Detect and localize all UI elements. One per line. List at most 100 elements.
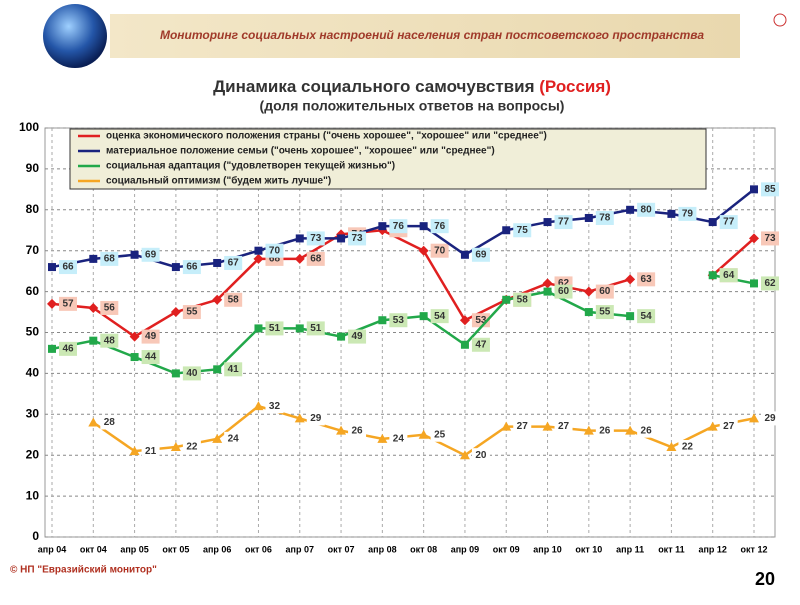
label-bg <box>100 415 119 430</box>
legend-items: оценка экономического положения страны (… <box>78 131 547 187</box>
data-label: 76 <box>434 221 446 232</box>
legend-label: оценка экономического положения страны (… <box>106 131 547 142</box>
marker <box>130 250 139 259</box>
marker <box>294 253 305 264</box>
label-bg <box>100 300 119 315</box>
data-label: 51 <box>269 323 281 334</box>
label-bg <box>224 362 243 377</box>
data-label: 49 <box>351 331 363 342</box>
label-bg <box>389 313 408 328</box>
label-bg <box>182 305 201 320</box>
data-label: 78 <box>599 213 611 224</box>
data-label: 60 <box>599 286 611 297</box>
data-label: 21 <box>145 446 157 457</box>
data-label: 70 <box>434 245 446 256</box>
data-label: 53 <box>475 315 487 326</box>
label-bg <box>430 243 449 258</box>
marker <box>502 295 511 304</box>
marker <box>666 442 677 452</box>
label-bg <box>471 337 490 352</box>
data-label: 55 <box>186 307 198 318</box>
label-bg <box>141 444 160 459</box>
data-label: 62 <box>764 278 776 289</box>
marker <box>543 218 552 227</box>
label-bg <box>430 219 449 234</box>
data-label: 69 <box>145 249 157 260</box>
plot: 0 10 20 30 40 50 60 70 80 90 100 апр 04 окт 04 апр 05… <box>19 120 779 554</box>
data-label: 46 <box>62 344 74 355</box>
data-label: 22 <box>682 442 694 453</box>
x-tick-label: апр 08 <box>368 544 396 554</box>
marker <box>418 245 429 256</box>
y-tick-label: 70 <box>26 243 40 257</box>
x-tick-label: окт 07 <box>328 544 355 554</box>
x-tick-label: апр 05 <box>120 544 148 554</box>
title-main: Динамика социального самочувствия <box>213 77 534 96</box>
marker <box>583 425 594 435</box>
label-bg <box>100 333 119 348</box>
label-bg <box>513 223 532 238</box>
label-bg <box>100 251 119 266</box>
marker <box>626 312 635 321</box>
marker <box>89 336 98 345</box>
label-bg <box>224 431 243 446</box>
data-label: 48 <box>104 335 116 346</box>
marker <box>542 421 553 431</box>
label-bg <box>471 247 490 262</box>
label-bg <box>182 440 201 455</box>
label-bg <box>306 251 325 266</box>
label-bg <box>678 206 697 221</box>
marker <box>419 312 428 321</box>
x-tick-label: окт 08 <box>410 544 437 554</box>
marker <box>460 340 469 349</box>
data-label: 77 <box>723 217 735 228</box>
label-bg <box>637 202 656 217</box>
label-bg <box>389 431 408 446</box>
data-label: 27 <box>517 421 529 432</box>
marker <box>212 433 223 443</box>
marker <box>502 226 511 235</box>
data-label: 67 <box>228 258 240 269</box>
data-label: 51 <box>310 323 322 334</box>
label-bg <box>595 423 614 438</box>
marker <box>129 331 140 342</box>
nav-icon[interactable] <box>773 13 787 27</box>
x-tick-label: окт 06 <box>245 544 272 554</box>
data-label: 55 <box>599 307 611 318</box>
x-tick-label: апр 06 <box>203 544 231 554</box>
y-tick-label: 90 <box>26 161 40 175</box>
label-bg <box>141 350 160 365</box>
data-label: 58 <box>517 294 529 305</box>
label-bg <box>59 260 77 275</box>
data-label: 68 <box>310 254 322 265</box>
data-label: 54 <box>641 311 653 322</box>
label-bg <box>348 423 367 438</box>
label-bg <box>141 329 160 344</box>
x-tick-label: окт 11 <box>658 544 684 554</box>
label-bg <box>182 366 201 381</box>
label-bg <box>554 419 573 434</box>
marker <box>419 222 428 231</box>
data-label: 54 <box>434 311 446 322</box>
data-label: 79 <box>682 209 694 220</box>
marker <box>48 344 56 353</box>
label-bg <box>554 215 573 230</box>
data-label: 70 <box>269 245 281 256</box>
marker <box>171 263 180 272</box>
x-tick-label: окт 09 <box>493 544 520 554</box>
marker <box>625 425 636 435</box>
data-label: 41 <box>228 364 240 375</box>
banner-title: Мониторинг социальных настроений населен… <box>160 28 704 42</box>
x-tick-label: апр 09 <box>451 544 479 554</box>
marker <box>171 369 180 378</box>
label-bg <box>719 215 738 230</box>
y-tick-label: 100 <box>19 120 39 134</box>
marker <box>337 234 346 243</box>
globe-logo <box>43 4 107 68</box>
marker <box>253 253 264 264</box>
data-label: 73 <box>351 233 363 244</box>
marker <box>336 425 347 435</box>
label-bg <box>761 276 779 291</box>
chart-title: Динамика социального самочувствия (Росси… <box>213 77 611 96</box>
